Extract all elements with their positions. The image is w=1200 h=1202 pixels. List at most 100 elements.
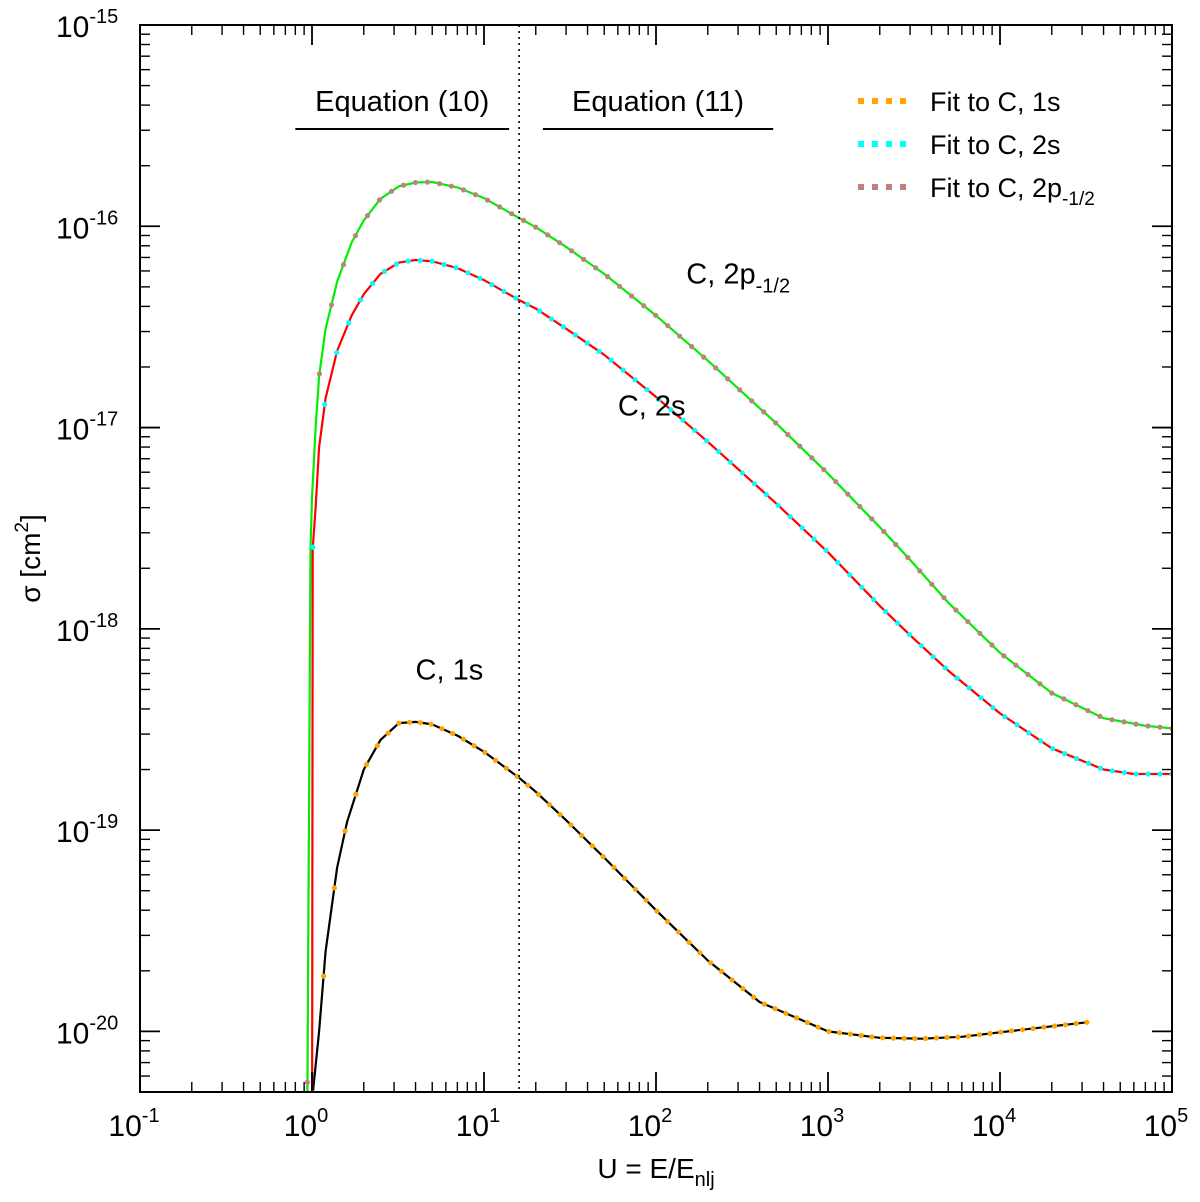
y-axis-title-sup: 2 xyxy=(12,522,33,533)
fit-dot xyxy=(785,431,791,438)
fit-dot xyxy=(1073,755,1080,762)
fit-dot xyxy=(321,973,327,979)
fit-dot xyxy=(581,256,587,262)
fit-dot xyxy=(537,308,543,314)
fit-dot xyxy=(572,332,579,338)
series-label-sub: -1/2 xyxy=(756,275,790,297)
y-tick-label-5: 10-15 xyxy=(56,6,118,44)
fit-dot xyxy=(708,960,714,966)
fit-dot xyxy=(1121,770,1127,776)
fit-dot xyxy=(751,994,757,1000)
fit-dot xyxy=(763,491,769,498)
fit-dot xyxy=(584,340,590,346)
fit-dot xyxy=(953,607,959,613)
fit-dot xyxy=(653,312,659,318)
fit-dot xyxy=(809,455,815,461)
fit-dot xyxy=(393,261,399,267)
fit-dot xyxy=(923,1035,929,1042)
x-tick-label-0: 10-1 xyxy=(108,1105,159,1143)
fit-dot xyxy=(826,1028,832,1035)
series-label-main: C, 1s xyxy=(416,655,484,687)
fit-dot xyxy=(941,595,947,601)
fit-dot xyxy=(417,720,423,726)
fit-dot xyxy=(331,885,337,891)
x-tick-exp: 3 xyxy=(833,1105,844,1127)
fit-dot xyxy=(880,1035,886,1041)
fit-dot xyxy=(346,320,352,326)
legend-entry-2: Fit to C, 2p-1/2 xyxy=(930,173,1095,210)
fit-dot xyxy=(871,597,877,603)
fit-dot xyxy=(656,396,662,402)
fit-dot xyxy=(1041,1024,1047,1030)
fit-dot xyxy=(557,240,563,246)
legend-entry-text: Fit to C, 2s xyxy=(930,130,1061,160)
fit-dot xyxy=(677,333,683,339)
fit-dot xyxy=(890,1035,897,1041)
fit-dot xyxy=(471,743,477,749)
legend-entry-text: Fit to C, 2p xyxy=(930,173,1062,203)
x-axis-title: U = E/Enlj xyxy=(597,1153,714,1191)
fit-dot xyxy=(405,258,411,264)
fit-dot xyxy=(513,295,519,301)
fit-dot xyxy=(364,761,370,768)
fit-dot xyxy=(1030,1025,1036,1032)
fit-dot xyxy=(525,782,531,788)
fit-dot xyxy=(998,1029,1004,1035)
y-tick-label-4: 10-16 xyxy=(56,207,118,245)
fit-dot xyxy=(929,581,935,587)
series-line-0 xyxy=(311,720,1088,1092)
fit-dot xyxy=(718,968,725,975)
fit-dot xyxy=(643,897,649,903)
x-axis-title-sub: nlj xyxy=(695,1169,715,1191)
fit-dot xyxy=(608,357,614,363)
x-tick-base: 10 xyxy=(456,1110,489,1143)
fit-dot xyxy=(811,536,817,542)
fit-dot xyxy=(933,1035,940,1041)
y-tick-exp: -20 xyxy=(89,1012,118,1034)
x-tick-label-2: 101 xyxy=(456,1105,501,1143)
fit-dot xyxy=(1050,746,1056,752)
fit-dot xyxy=(569,248,575,254)
fit-dot xyxy=(751,481,758,487)
fit-dot xyxy=(1037,681,1043,687)
fit-dot xyxy=(966,1033,972,1039)
fit-dot xyxy=(381,268,388,274)
fit-dot xyxy=(783,1010,789,1016)
fit-dot xyxy=(799,525,805,531)
legend-entry-1: Fit to C, 2s xyxy=(930,130,1061,160)
y-tick-label-0: 10-20 xyxy=(56,1012,118,1050)
fit-dot xyxy=(965,619,971,625)
fit-dot xyxy=(369,280,376,287)
fit-dot xyxy=(1026,730,1032,736)
y-tick-label-3: 10-17 xyxy=(56,409,118,447)
fit-dot xyxy=(353,791,359,798)
fit-dot xyxy=(869,516,875,522)
fit-dot xyxy=(503,765,509,771)
fit-dot xyxy=(342,828,348,834)
y-tick-label-2: 10-18 xyxy=(56,610,118,648)
fit-dot xyxy=(489,282,495,288)
fit-dot xyxy=(509,211,515,217)
fit-dot xyxy=(835,560,841,566)
y-tick-exp: -15 xyxy=(89,6,118,28)
x-tick-base: 10 xyxy=(628,1110,661,1143)
y-tick-base: 10 xyxy=(56,212,89,245)
fit-dot xyxy=(901,1035,907,1041)
fit-dot xyxy=(761,409,767,415)
y-tick-label-1: 10-19 xyxy=(56,811,118,849)
fit-dot xyxy=(787,514,793,520)
fit-dot xyxy=(772,1006,778,1012)
y-axis-title-tail: ] xyxy=(15,514,46,522)
fit-dot xyxy=(358,297,364,303)
fit-dot xyxy=(485,197,491,203)
x-tick-base: 10 xyxy=(1144,1110,1177,1143)
fit-dot xyxy=(605,274,611,280)
fit-dot xyxy=(453,265,459,271)
series-label-0: C, 1s xyxy=(416,655,484,687)
x-tick-exp: -1 xyxy=(142,1105,160,1127)
fit-dot xyxy=(632,377,638,383)
series-label-main: C, 2p xyxy=(686,258,755,290)
fit-dot xyxy=(1145,723,1151,729)
series-label-main: C, 2s xyxy=(618,390,686,422)
